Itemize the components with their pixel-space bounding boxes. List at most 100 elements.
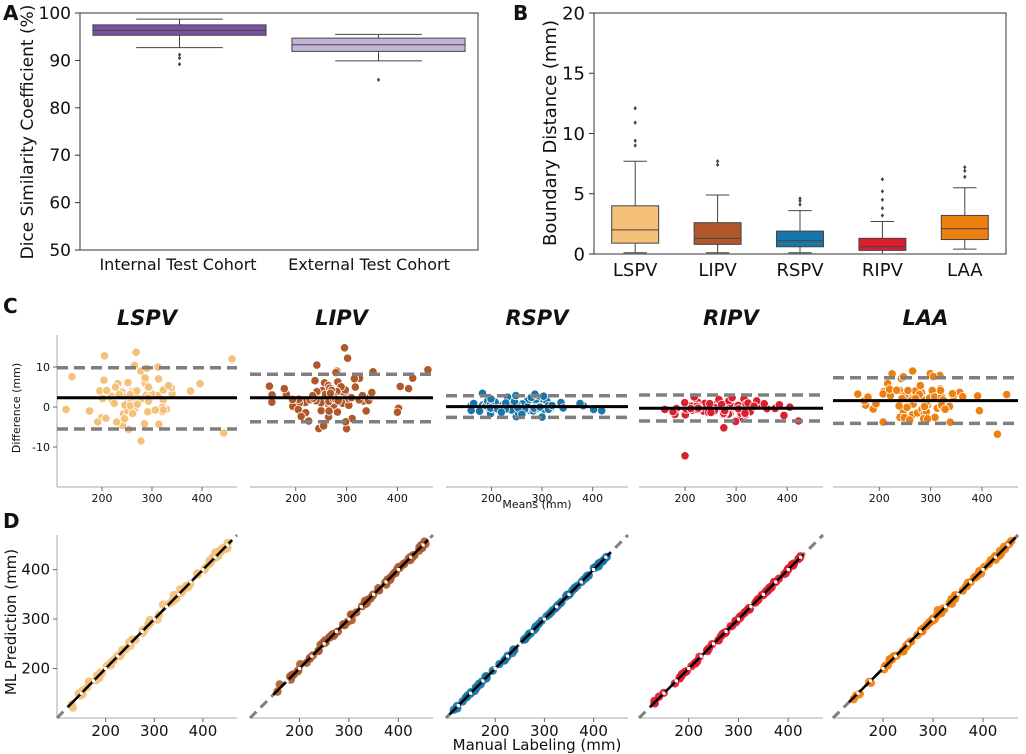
outlier-point — [633, 105, 637, 111]
regression-line-marker — [116, 654, 120, 658]
scatter-point — [99, 351, 110, 361]
regression-line-marker — [662, 691, 666, 695]
regression-line-marker — [604, 555, 608, 559]
regression-line-marker — [579, 580, 583, 584]
scatter-point — [740, 408, 750, 418]
x-tick-label: 400 — [579, 722, 608, 740]
regression-line-marker — [201, 568, 205, 572]
category-label: LIPV — [698, 260, 737, 281]
scatter-point — [136, 436, 146, 446]
x-tick-label: 300 — [336, 492, 357, 505]
regression-line-marker — [591, 568, 596, 572]
regression-line-marker — [79, 691, 83, 695]
panel-a-category-internal: Internal Test Cohort — [99, 255, 256, 274]
regression-line-marker — [505, 654, 510, 658]
regression-line-marker — [799, 555, 803, 559]
scatter-point — [339, 343, 350, 353]
y-tick-label: -10 — [32, 441, 50, 454]
regression-line-marker — [931, 617, 935, 621]
scatter-point — [153, 374, 164, 384]
x-tick-label: 300 — [920, 492, 941, 505]
panel-label-d: D — [3, 509, 20, 533]
regression-line-marker — [481, 679, 485, 683]
x-tick-label: 400 — [192, 492, 213, 505]
scatter-point — [185, 386, 196, 396]
scatter-point — [992, 429, 1003, 439]
scatter-point — [853, 389, 863, 399]
regression-line-marker — [297, 666, 302, 671]
panel-d-correlation: ML Prediction (mm) Manual Labeling (mm) … — [2, 533, 1020, 754]
panel-a-frame — [79, 12, 479, 251]
scatter-point — [972, 391, 983, 401]
scatter-point — [93, 417, 103, 427]
regression-line-marker — [724, 629, 728, 634]
scatter-point — [106, 661, 116, 670]
regression-line-marker — [91, 679, 96, 683]
scatter-point — [99, 375, 109, 385]
scatter-point — [154, 419, 164, 429]
scatter-point — [227, 354, 237, 364]
scatter-point — [1002, 389, 1012, 400]
y-tick-label: 20 — [562, 3, 585, 24]
scatter-point — [935, 385, 946, 396]
scatter-point — [894, 401, 904, 411]
scatter-point — [902, 402, 912, 412]
panel-a-dice-boxplot: Dice Similarity Coefficient (%) Internal… — [18, 4, 479, 274]
x-tick-label: 300 — [530, 722, 559, 740]
x-tick-label: 200 — [91, 722, 120, 740]
regression-line-marker — [530, 629, 534, 634]
scatter-point — [367, 387, 377, 398]
scatter-point — [131, 347, 141, 357]
scatter-point — [143, 407, 153, 417]
subplot-title-ripv: RIPV — [703, 306, 760, 330]
panel-c-xlabel: Means (mm) — [502, 498, 571, 511]
x-tick-label: 300 — [335, 722, 364, 740]
regression-line — [272, 539, 429, 696]
x-tick-label: 400 — [969, 722, 998, 740]
scatter-point — [123, 377, 133, 388]
scatter-point — [325, 388, 336, 398]
regression-line-marker — [384, 580, 388, 584]
x-tick-label: 400 — [387, 492, 408, 505]
outlier-point — [798, 196, 802, 201]
regression-line-marker — [372, 592, 376, 596]
scatter-point — [61, 404, 71, 414]
scatter-point — [719, 423, 729, 433]
panel-d-xlabel: Manual Labeling (mm) — [453, 736, 622, 754]
x-tick-label: 300 — [142, 492, 163, 505]
y-tick-label: 5 — [574, 184, 585, 205]
box-lipv — [693, 222, 742, 245]
scatter-point — [219, 428, 229, 438]
scatter-point — [150, 405, 160, 415]
scatter-point — [164, 381, 174, 391]
x-tick-label: 400 — [189, 722, 218, 740]
scatter-point — [112, 417, 122, 427]
category-label: LAA — [947, 260, 983, 281]
scatter-point — [974, 406, 984, 416]
x-tick-label: 200 — [92, 492, 113, 505]
regression-line-marker — [736, 617, 741, 621]
x-tick-label: 200 — [481, 492, 502, 505]
regression-line-marker — [1006, 543, 1010, 547]
outlier-point — [798, 198, 802, 204]
y-tick-label: 50 — [49, 241, 71, 261]
scatter-point — [84, 406, 95, 416]
box-rspv — [776, 230, 824, 248]
x-tick-label: 400 — [972, 492, 993, 505]
scatter-point — [395, 381, 405, 391]
regression-line-marker — [856, 691, 860, 695]
panel-b-boundary-boxplot: Boundary Distance (mm) 0 5 10 15 20 LSPV LIPV R… — [540, 3, 1007, 281]
regression-line-marker — [774, 580, 778, 584]
regression-line-marker — [906, 642, 910, 646]
regression-line-marker — [468, 691, 473, 695]
scatter-point — [316, 406, 326, 416]
panel-c-ylabel: Difference (mm) — [10, 363, 23, 453]
scatter-point — [947, 389, 958, 399]
scatter-point — [940, 404, 950, 414]
regression-line-marker — [567, 592, 571, 596]
scatter-point — [296, 411, 306, 422]
panel-label-c: C — [3, 294, 18, 318]
outlier-point — [376, 77, 381, 83]
regression-line-marker — [968, 580, 973, 584]
outlier-point — [177, 55, 182, 61]
